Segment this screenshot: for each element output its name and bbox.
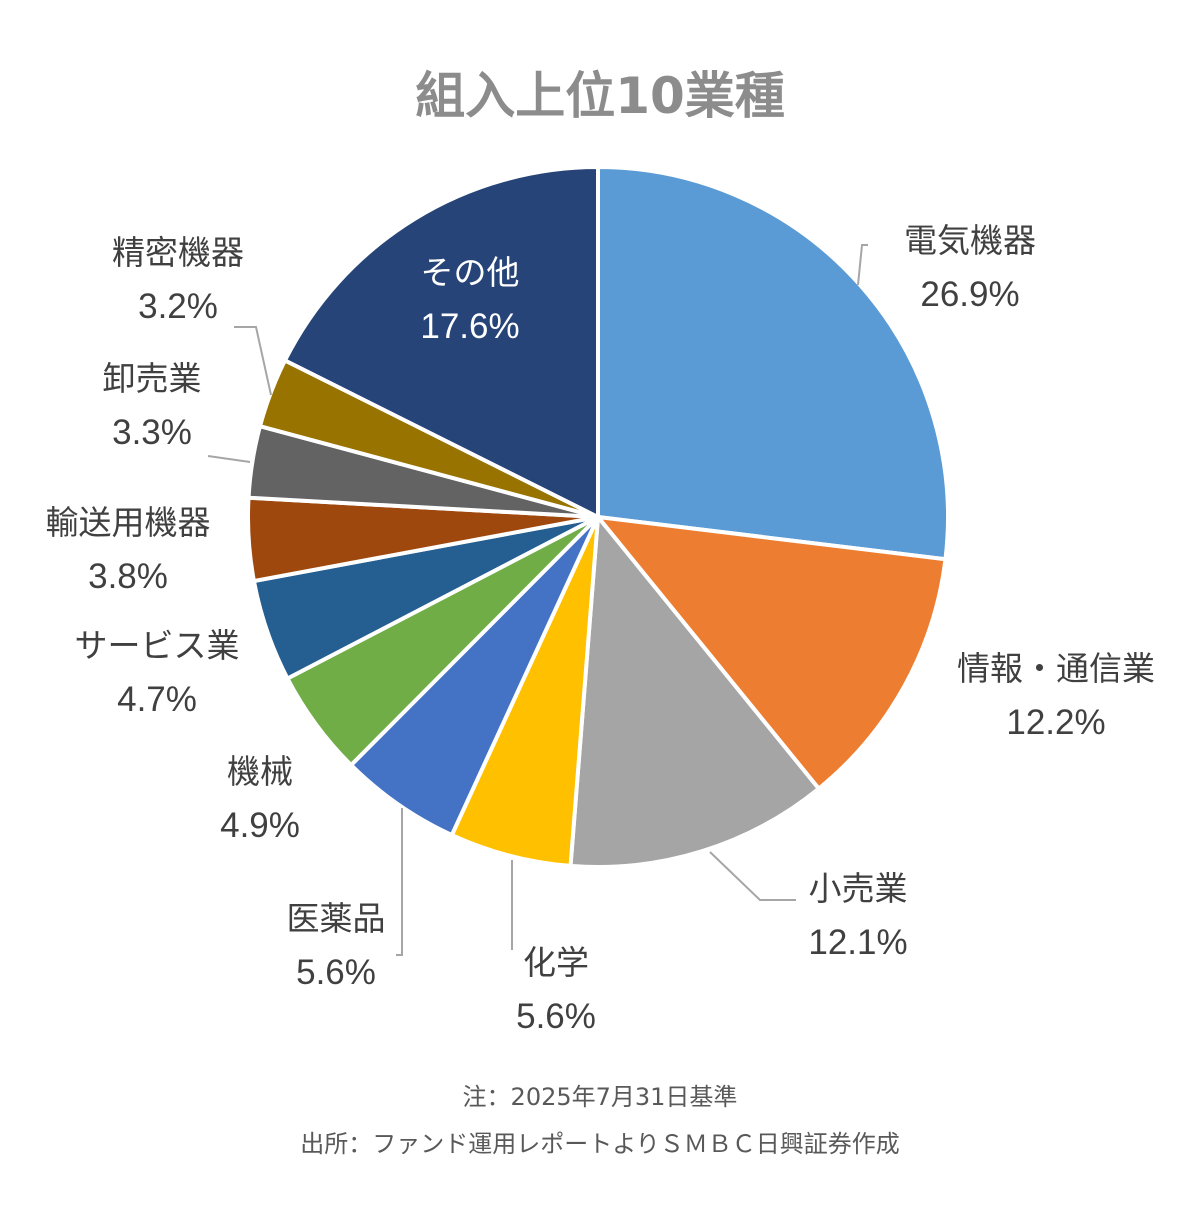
category-label: 機械 <box>227 752 293 791</box>
pie-slice <box>568 515 821 869</box>
category-label: 卸売業 <box>103 359 202 398</box>
leader-line <box>396 808 403 956</box>
leader-line <box>709 851 796 901</box>
value-label: 4.9% <box>220 806 300 845</box>
value-label: 12.2% <box>1006 703 1105 742</box>
pie-slice <box>596 515 948 791</box>
value-label: 4.7% <box>117 680 197 719</box>
value-label: 5.6% <box>516 997 596 1036</box>
category-label: 医薬品 <box>287 899 386 938</box>
date-note: 注：2025年7月31日基準 <box>463 1083 738 1111</box>
chart-title: 組入上位10業種 <box>415 67 785 125</box>
category-label: 情報・通信業 <box>957 649 1155 688</box>
category-label: 電気機器 <box>904 221 1036 260</box>
category-label: 精密機器 <box>112 233 244 272</box>
source-note: 出所：ファンド運用レポートよりＳＭＢＣ日興証券作成 <box>300 1130 900 1158</box>
value-label: 17.6% <box>420 307 519 346</box>
value-label: 3.2% <box>138 287 218 326</box>
category-label: 輸送用機器 <box>46 503 211 542</box>
leader-line <box>857 244 868 286</box>
category-label: 小売業 <box>809 869 908 908</box>
data-labels: 電気機器 26.9% 情報・通信業 12.2% 小売業 12.1% 化学 5.6% 医薬品 5.6… <box>46 221 1156 1036</box>
value-label: 12.1% <box>808 923 907 962</box>
category-label: 化学 <box>523 943 589 982</box>
leader-lines <box>207 244 868 956</box>
leader-line <box>234 326 272 396</box>
category-label: サービス業 <box>75 626 240 665</box>
value-label: 3.8% <box>88 557 168 596</box>
pie-slices <box>246 165 950 869</box>
category-label: その他 <box>421 253 520 292</box>
leader-line <box>207 455 251 463</box>
value-label: 26.9% <box>920 275 1019 314</box>
pie-slice <box>596 165 950 562</box>
pie-slice <box>282 165 600 519</box>
value-label: 3.3% <box>112 413 192 452</box>
value-label: 5.6% <box>296 953 376 992</box>
